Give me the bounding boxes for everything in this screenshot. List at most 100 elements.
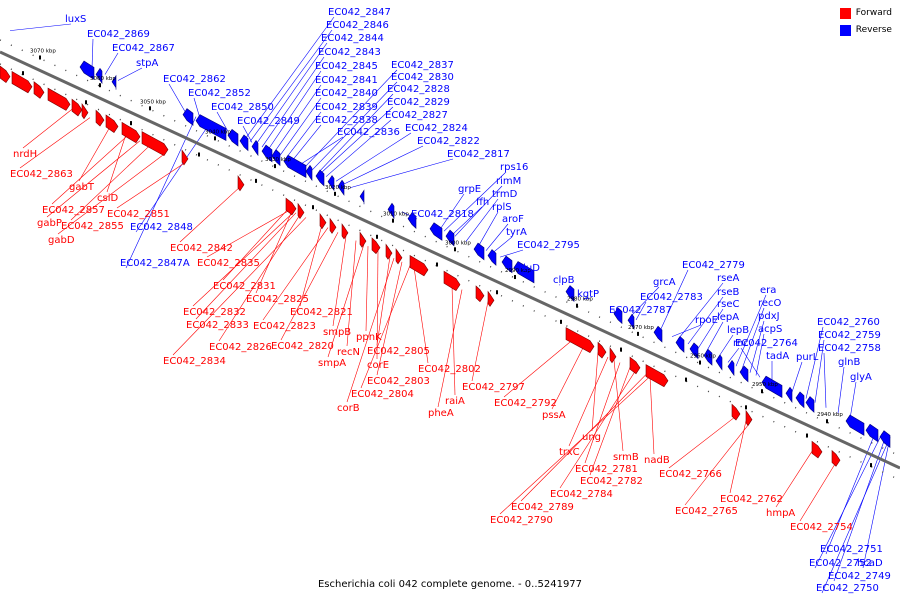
reverse-gene-label[interactable]: EC042_2783 [640, 292, 703, 303]
reverse-gene-label[interactable]: EC042_2818 [411, 209, 474, 220]
forward-gene[interactable] [609, 347, 617, 364]
reverse-gene[interactable] [195, 114, 227, 141]
forward-gene[interactable] [285, 197, 297, 216]
forward-gene-label[interactable]: EC042_2857 [42, 205, 105, 216]
forward-gene[interactable] [141, 131, 169, 157]
forward-gene-label[interactable]: ppnK [356, 332, 382, 343]
forward-gene-label[interactable]: corB [337, 403, 360, 414]
forward-gene-label[interactable]: EC042_2802 [418, 364, 481, 375]
forward-gene-label[interactable]: EC042_2754 [790, 522, 853, 533]
forward-gene[interactable] [81, 102, 89, 120]
reverse-gene[interactable] [111, 74, 117, 90]
reverse-gene-label[interactable]: EC042_2845 [315, 61, 378, 72]
reverse-gene[interactable] [182, 108, 194, 126]
forward-gene-label[interactable]: EC042_2790 [490, 515, 553, 526]
reverse-gene[interactable] [805, 396, 815, 413]
reverse-gene[interactable] [473, 242, 485, 261]
reverse-gene-label[interactable]: stpA [136, 58, 158, 69]
reverse-gene-label[interactable]: rluD [519, 263, 540, 274]
reverse-gene[interactable] [795, 391, 805, 409]
forward-gene[interactable] [385, 243, 393, 260]
forward-gene-label[interactable]: csiD [97, 193, 118, 204]
forward-gene-label[interactable]: gabD [48, 235, 75, 246]
forward-gene-label[interactable]: EC042_2804 [351, 389, 414, 400]
reverse-gene[interactable] [715, 354, 723, 371]
reverse-gene-label[interactable]: EC042_2830 [391, 72, 454, 83]
forward-gene[interactable] [629, 356, 641, 375]
reverse-gene[interactable] [865, 423, 879, 443]
forward-gene[interactable] [33, 81, 45, 99]
reverse-gene[interactable] [251, 139, 259, 157]
forward-gene-label[interactable]: nadB [644, 455, 670, 466]
reverse-gene-label[interactable]: rseA [717, 273, 739, 284]
reverse-gene-label[interactable]: hcaD [857, 558, 883, 569]
reverse-gene-label[interactable]: EC042_2862 [163, 74, 226, 85]
reverse-gene-label[interactable]: aroF [502, 214, 524, 225]
reverse-gene-label[interactable]: EC042_2749 [828, 571, 891, 582]
forward-gene-label[interactable]: EC042_2823 [253, 321, 316, 332]
reverse-gene[interactable] [703, 348, 713, 366]
reverse-gene-label[interactable]: EC042_2846 [326, 20, 389, 31]
reverse-gene[interactable] [261, 144, 273, 163]
reverse-gene-label[interactable]: EC042_2850 [211, 102, 274, 113]
forward-gene[interactable] [359, 231, 367, 248]
reverse-gene-label[interactable]: EC042_2847A [120, 258, 190, 269]
reverse-gene-label[interactable]: EC042_2852 [188, 88, 251, 99]
forward-gene[interactable] [237, 175, 245, 192]
legend-item-forward[interactable]: Forward [839, 6, 892, 20]
reverse-gene[interactable] [315, 169, 325, 187]
legend-item-reverse[interactable]: Reverse [839, 23, 892, 37]
reverse-gene-label[interactable]: grcA [653, 277, 676, 288]
reverse-gene-label[interactable]: era [760, 285, 776, 296]
reverse-gene-label[interactable]: tadA [766, 351, 789, 362]
reverse-gene-label[interactable]: recO [758, 298, 782, 309]
forward-gene-label[interactable]: corE [367, 360, 389, 371]
forward-gene-label[interactable]: nrdH [13, 149, 37, 160]
forward-gene[interactable] [395, 248, 403, 265]
forward-gene-label[interactable]: EC042_2831 [213, 281, 276, 292]
forward-gene[interactable] [71, 98, 83, 117]
reverse-gene-label[interactable]: rps16 [500, 162, 528, 173]
forward-gene-label[interactable]: gabP [37, 218, 62, 229]
reverse-gene[interactable] [271, 149, 281, 167]
reverse-gene-label[interactable]: grpE [458, 184, 481, 195]
reverse-gene[interactable] [387, 202, 395, 220]
forward-gene-label[interactable]: EC042_2784 [550, 489, 613, 500]
reverse-gene[interactable] [227, 128, 239, 147]
reverse-gene-label[interactable]: kgtP [577, 289, 599, 300]
reverse-gene-label[interactable]: EC042_2764 [735, 338, 798, 349]
forward-gene[interactable] [11, 71, 33, 94]
reverse-gene-label[interactable]: EC042_2827 [385, 110, 448, 121]
reverse-gene-label[interactable]: EC042_2849 [237, 116, 300, 127]
forward-gene-label[interactable]: EC042_2781 [575, 464, 638, 475]
reverse-gene-label[interactable]: EC042_2758 [818, 343, 881, 354]
reverse-gene[interactable] [283, 154, 307, 178]
reverse-gene[interactable] [565, 285, 575, 302]
forward-gene-label[interactable]: EC042_2833 [186, 320, 249, 331]
forward-gene[interactable] [565, 327, 595, 353]
reverse-gene-label[interactable]: purL [796, 352, 819, 363]
reverse-gene-label[interactable]: EC042_2837 [391, 60, 454, 71]
reverse-gene-label[interactable]: glnB [838, 357, 860, 368]
forward-gene[interactable] [487, 290, 495, 307]
forward-gene[interactable] [341, 223, 349, 240]
reverse-gene[interactable] [487, 249, 497, 266]
forward-gene[interactable] [645, 364, 669, 388]
reverse-gene[interactable] [879, 430, 891, 448]
reverse-gene-label[interactable]: EC042_2822 [417, 136, 480, 147]
reverse-gene[interactable] [337, 179, 345, 196]
forward-gene[interactable] [319, 212, 327, 230]
reverse-gene-label[interactable]: clpB [553, 275, 575, 286]
forward-gene-label[interactable]: EC042_2797 [462, 382, 525, 393]
forward-gene-label[interactable]: pssA [542, 410, 566, 421]
reverse-gene-label[interactable]: EC042_2828 [387, 84, 450, 95]
reverse-gene[interactable] [653, 325, 663, 343]
reverse-gene-label[interactable]: EC042_2843 [318, 47, 381, 58]
reverse-gene-label[interactable]: EC042_2751 [820, 544, 883, 555]
reverse-gene[interactable] [429, 222, 443, 241]
forward-gene[interactable] [475, 285, 485, 303]
reverse-gene-label[interactable]: EC042_2867 [112, 43, 175, 54]
reverse-gene-label[interactable]: lepA [717, 312, 739, 323]
reverse-gene[interactable] [513, 261, 535, 284]
forward-gene-label[interactable]: EC042_2766 [659, 469, 722, 480]
